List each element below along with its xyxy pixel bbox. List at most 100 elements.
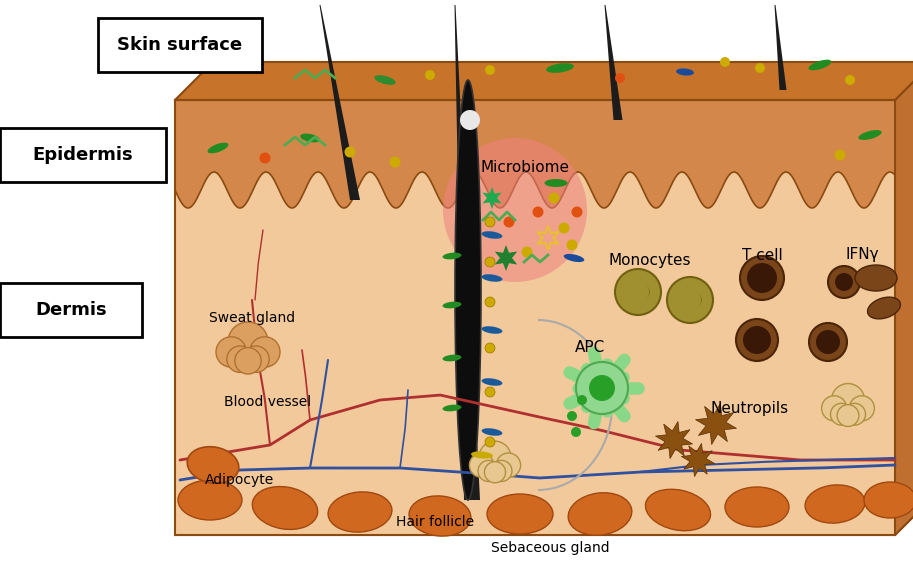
Ellipse shape bbox=[443, 354, 461, 361]
Text: Adipocyte: Adipocyte bbox=[205, 473, 275, 487]
Polygon shape bbox=[175, 62, 913, 100]
Circle shape bbox=[679, 289, 701, 311]
Circle shape bbox=[834, 149, 845, 160]
Ellipse shape bbox=[676, 69, 694, 76]
Circle shape bbox=[485, 217, 495, 227]
Ellipse shape bbox=[481, 378, 502, 386]
Circle shape bbox=[816, 330, 840, 354]
Text: Dermis: Dermis bbox=[36, 301, 107, 319]
Circle shape bbox=[747, 263, 777, 293]
Polygon shape bbox=[320, 5, 360, 200]
Ellipse shape bbox=[328, 492, 392, 532]
Circle shape bbox=[485, 257, 495, 267]
Polygon shape bbox=[681, 443, 715, 476]
FancyBboxPatch shape bbox=[98, 18, 262, 72]
Circle shape bbox=[837, 405, 859, 426]
Ellipse shape bbox=[544, 179, 568, 187]
Ellipse shape bbox=[563, 254, 584, 262]
Ellipse shape bbox=[725, 487, 789, 527]
Text: Epidermis: Epidermis bbox=[33, 146, 133, 164]
Ellipse shape bbox=[630, 284, 650, 300]
Circle shape bbox=[832, 383, 865, 417]
Circle shape bbox=[443, 138, 587, 282]
Polygon shape bbox=[175, 172, 895, 228]
Ellipse shape bbox=[487, 494, 553, 534]
Circle shape bbox=[667, 277, 713, 323]
Circle shape bbox=[460, 110, 480, 130]
Text: Neutropils: Neutropils bbox=[711, 400, 789, 415]
Ellipse shape bbox=[809, 60, 832, 70]
Circle shape bbox=[627, 281, 649, 303]
Ellipse shape bbox=[207, 143, 228, 153]
Ellipse shape bbox=[443, 302, 461, 309]
Circle shape bbox=[390, 156, 401, 167]
Text: Blood vessel: Blood vessel bbox=[225, 395, 311, 409]
Circle shape bbox=[615, 269, 661, 315]
Ellipse shape bbox=[855, 265, 897, 291]
Circle shape bbox=[259, 152, 270, 163]
Ellipse shape bbox=[187, 447, 239, 483]
Text: Hair follicle: Hair follicle bbox=[396, 515, 474, 529]
Circle shape bbox=[736, 319, 778, 361]
Circle shape bbox=[344, 146, 355, 157]
FancyBboxPatch shape bbox=[0, 128, 166, 182]
Circle shape bbox=[425, 70, 435, 80]
Ellipse shape bbox=[481, 428, 502, 436]
Circle shape bbox=[469, 453, 494, 478]
Ellipse shape bbox=[481, 327, 502, 333]
Ellipse shape bbox=[252, 486, 318, 529]
Ellipse shape bbox=[568, 493, 632, 535]
Ellipse shape bbox=[471, 451, 493, 458]
Ellipse shape bbox=[805, 485, 865, 523]
Circle shape bbox=[485, 437, 495, 447]
Circle shape bbox=[566, 239, 578, 250]
Circle shape bbox=[485, 297, 495, 307]
Circle shape bbox=[485, 343, 495, 353]
Ellipse shape bbox=[864, 482, 913, 518]
Circle shape bbox=[831, 403, 853, 425]
Circle shape bbox=[235, 347, 261, 374]
Circle shape bbox=[249, 337, 280, 367]
Ellipse shape bbox=[374, 75, 395, 85]
Circle shape bbox=[559, 223, 570, 234]
Ellipse shape bbox=[682, 292, 702, 309]
Ellipse shape bbox=[455, 80, 481, 500]
Ellipse shape bbox=[443, 253, 461, 259]
Circle shape bbox=[485, 387, 495, 397]
FancyBboxPatch shape bbox=[0, 283, 142, 337]
Text: Sweat gland: Sweat gland bbox=[209, 311, 295, 325]
Circle shape bbox=[849, 396, 875, 421]
Circle shape bbox=[532, 206, 543, 217]
Text: T cell: T cell bbox=[741, 248, 782, 263]
Circle shape bbox=[755, 63, 765, 73]
Polygon shape bbox=[656, 421, 693, 458]
Ellipse shape bbox=[546, 63, 574, 73]
Circle shape bbox=[589, 375, 615, 401]
Ellipse shape bbox=[178, 480, 242, 520]
Ellipse shape bbox=[867, 297, 900, 319]
Circle shape bbox=[521, 246, 532, 257]
Ellipse shape bbox=[443, 404, 461, 411]
Ellipse shape bbox=[481, 274, 502, 282]
Circle shape bbox=[576, 362, 628, 414]
Polygon shape bbox=[895, 62, 913, 535]
Circle shape bbox=[828, 266, 860, 298]
Circle shape bbox=[243, 346, 269, 372]
Ellipse shape bbox=[300, 134, 320, 142]
Ellipse shape bbox=[645, 489, 710, 530]
Polygon shape bbox=[604, 5, 623, 120]
Circle shape bbox=[485, 65, 495, 75]
Circle shape bbox=[822, 396, 846, 421]
Circle shape bbox=[835, 273, 853, 291]
Circle shape bbox=[720, 57, 730, 67]
Text: Skin surface: Skin surface bbox=[118, 36, 243, 54]
Circle shape bbox=[571, 427, 581, 437]
Circle shape bbox=[497, 453, 520, 478]
Circle shape bbox=[615, 73, 625, 83]
Polygon shape bbox=[455, 5, 480, 500]
Circle shape bbox=[503, 217, 515, 228]
Polygon shape bbox=[495, 245, 518, 271]
Polygon shape bbox=[175, 497, 913, 535]
Text: APC: APC bbox=[575, 340, 605, 356]
Circle shape bbox=[743, 326, 771, 354]
